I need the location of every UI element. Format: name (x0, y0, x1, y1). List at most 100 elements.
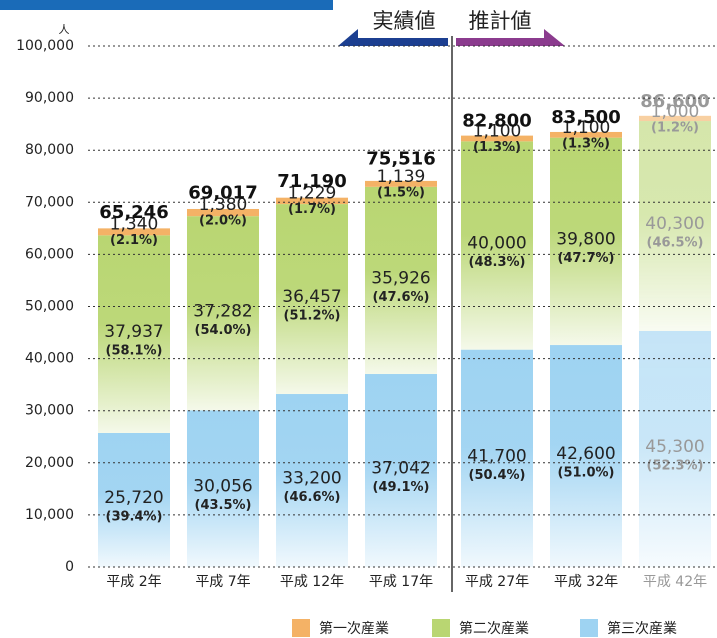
share-label: (2.1%) (110, 233, 158, 248)
share-label: (1.2%) (651, 120, 699, 135)
y-tick-label: 90,000 (25, 90, 74, 106)
bar-segment (276, 394, 348, 567)
bar-group (187, 208, 259, 567)
x-tick-label: 平成 17年 (369, 574, 433, 590)
x-tick-label: 平成 32年 (554, 574, 618, 590)
total-label: 69,017 (188, 182, 257, 203)
legend-label: 第三次産業 (607, 620, 677, 637)
bar-segment (98, 228, 170, 236)
bar-segment (639, 330, 711, 567)
value-label: 40,000 (467, 234, 526, 254)
y-tick-label: 50,000 (25, 299, 74, 315)
share-label: (47.6%) (373, 290, 430, 305)
value-label: 41,700 (467, 446, 526, 466)
share-label: (54.0%) (195, 323, 252, 338)
bar-segment (461, 141, 533, 350)
x-tick-label: 平成 27年 (465, 574, 529, 590)
bar-segment (461, 135, 533, 142)
share-label: (1.5%) (377, 185, 425, 200)
share-label: (1.3%) (562, 136, 610, 151)
x-tick-label: 平成 12年 (280, 574, 344, 590)
value-label: 33,200 (282, 469, 341, 489)
value-label: 1,380 (199, 195, 248, 215)
value-label: 39,800 (556, 229, 615, 249)
share-label: (43.5%) (195, 498, 252, 513)
share-label: (58.1%) (106, 344, 163, 359)
share-label: (46.5%) (647, 236, 704, 251)
share-label: (50.4%) (469, 468, 526, 483)
total-label: 82,800 (462, 111, 531, 132)
value-label: 1,229 (288, 184, 337, 204)
y-tick-label: 20,000 (25, 455, 74, 471)
share-label: (51.0%) (558, 466, 615, 481)
x-tick-label: 平成 42年 (643, 574, 707, 590)
bar-group (365, 180, 437, 567)
annotation: 推計値 (469, 9, 532, 33)
bar-segment (365, 186, 437, 375)
y-tick-label: 10,000 (25, 507, 74, 523)
share-label: (2.0%) (199, 213, 247, 228)
share-label: (1.7%) (288, 202, 336, 217)
legend-label: 第一次産業 (319, 620, 389, 637)
bar-segment (98, 432, 170, 567)
share-label: (1.3%) (473, 140, 521, 155)
value-label: 40,300 (645, 214, 704, 234)
y-tick-label: 70,000 (25, 194, 74, 210)
value-label: 35,926 (371, 268, 430, 288)
bar-segment (550, 131, 622, 138)
bar-segment (276, 197, 348, 205)
value-label: 1,139 (377, 167, 426, 187)
value-label: 37,042 (371, 459, 430, 479)
y-unit: 人 (59, 23, 70, 36)
bar-segment (550, 137, 622, 346)
bar-group (461, 135, 533, 567)
total-label: 86,600 (640, 91, 709, 112)
value-label: 1,100 (473, 122, 522, 142)
value-label: 36,457 (282, 287, 341, 307)
actual-arrow (338, 29, 448, 46)
bar-group (98, 228, 170, 567)
bar-segment (187, 410, 259, 567)
value-label: 1,100 (562, 118, 611, 138)
bar-segment (461, 349, 533, 567)
value-label: 30,056 (193, 477, 252, 497)
y-tick-label: 30,000 (25, 403, 74, 419)
header-band (0, 0, 333, 10)
share-label: (46.6%) (284, 490, 341, 505)
total-label: 75,516 (366, 149, 435, 170)
value-label: 1,340 (110, 214, 159, 234)
value-label: 37,937 (104, 322, 163, 342)
bar-group (550, 131, 622, 567)
x-tick-label: 平成 2年 (106, 574, 161, 590)
value-label: 25,720 (104, 488, 163, 508)
value-label: 45,300 (645, 437, 704, 457)
bar-group (639, 115, 711, 567)
share-label: (51.2%) (284, 309, 341, 324)
forecast-arrow (456, 29, 565, 46)
value-label: 42,600 (556, 444, 615, 464)
value-label: 1,000 (651, 102, 700, 122)
share-label: (49.1%) (373, 480, 430, 495)
legend-swatch (580, 619, 598, 637)
bar-segment (98, 235, 170, 433)
bar-segment (187, 208, 259, 217)
y-tick-label: 0 (65, 559, 74, 575)
y-tick-label: 100,000 (16, 38, 74, 54)
share-label: (48.3%) (469, 255, 526, 270)
total-label: 65,246 (99, 202, 168, 223)
share-label: (47.7%) (558, 251, 615, 266)
y-tick-label: 60,000 (25, 246, 74, 262)
value-label: 37,282 (193, 301, 252, 321)
bar-segment (365, 374, 437, 567)
bar-segment (187, 216, 259, 411)
total-label: 71,190 (277, 171, 346, 192)
bar-segment (639, 121, 711, 331)
total-label: 83,500 (551, 107, 620, 128)
bar-segment (550, 345, 622, 567)
bar-segment (639, 115, 711, 122)
share-label: (52.3%) (647, 458, 704, 473)
share-label: (39.4%) (106, 509, 163, 524)
legend-swatch (432, 619, 450, 637)
legend-label: 第二次産業 (459, 620, 529, 637)
